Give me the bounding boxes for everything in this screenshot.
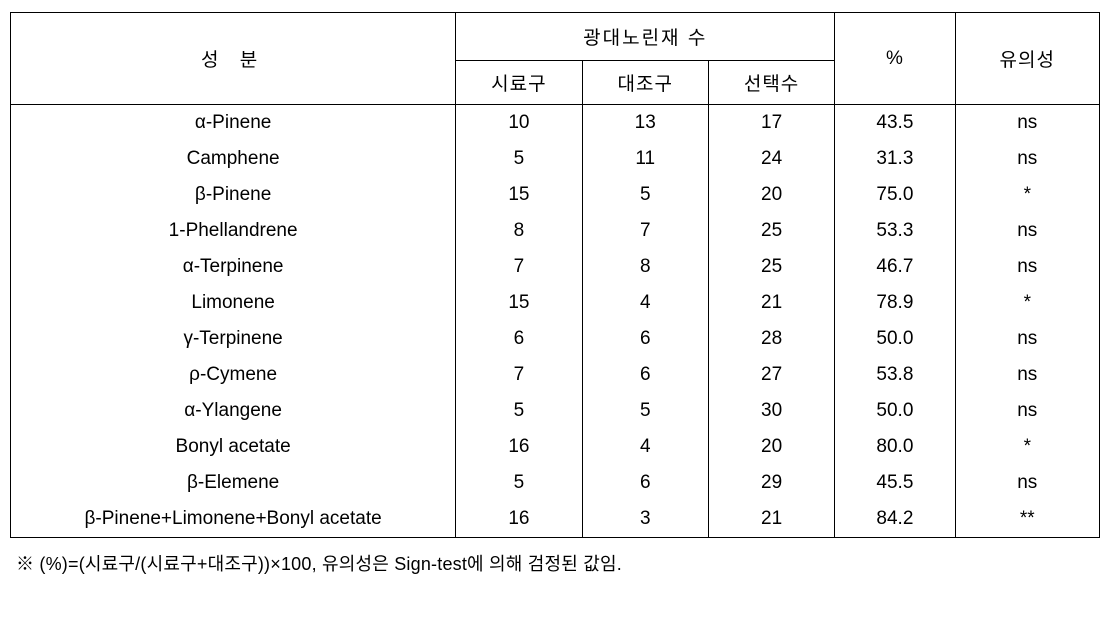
header-choice: 선택수 [708,61,834,105]
cell-choice: 20 [708,177,834,213]
cell-choice: 21 [708,501,834,538]
cell-control: 6 [582,357,708,393]
table-header: 성 분 광대노린재 수 % 유의성 시료구 대조구 선택수 [11,13,1100,105]
cell-choice: 25 [708,213,834,249]
cell-component: α-Terpinene [11,249,456,285]
cell-choice: 24 [708,141,834,177]
cell-percent: 43.5 [835,105,955,142]
cell-control: 8 [582,249,708,285]
cell-component: Bonyl acetate [11,429,456,465]
cell-sig: ns [955,321,1099,357]
cell-percent: 80.0 [835,429,955,465]
cell-sample: 5 [456,465,582,501]
cell-sample: 16 [456,501,582,538]
cell-sig: ns [955,393,1099,429]
cell-sig: ns [955,249,1099,285]
cell-sig: ns [955,213,1099,249]
table-footnote: ※ (%)=(시료구/(시료구+대조구))×100, 유의성은 Sign-tes… [10,538,1100,576]
cell-sig: ns [955,465,1099,501]
table-row: γ-Terpinene 6 6 28 50.0 ns [11,321,1100,357]
cell-control: 4 [582,285,708,321]
cell-percent: 45.5 [835,465,955,501]
cell-control: 11 [582,141,708,177]
cell-sample: 8 [456,213,582,249]
cell-sample: 7 [456,249,582,285]
table-row: β-Pinene+Limonene+Bonyl acetate 16 3 21 … [11,501,1100,538]
cell-component: β-Pinene+Limonene+Bonyl acetate [11,501,456,538]
cell-sig: ns [955,357,1099,393]
table-body: α-Pinene 10 13 17 43.5 ns Camphene 5 11 … [11,105,1100,538]
cell-sig: ns [955,141,1099,177]
table-row: β-Elemene 5 6 29 45.5 ns [11,465,1100,501]
cell-sig: ** [955,501,1099,538]
cell-component: ρ-Cymene [11,357,456,393]
header-control: 대조구 [582,61,708,105]
cell-choice: 30 [708,393,834,429]
cell-sample: 15 [456,285,582,321]
cell-control: 4 [582,429,708,465]
results-table: 성 분 광대노린재 수 % 유의성 시료구 대조구 선택수 α-Pinene 1… [10,12,1100,538]
cell-choice: 29 [708,465,834,501]
cell-sample: 5 [456,141,582,177]
cell-control: 3 [582,501,708,538]
cell-component: α-Pinene [11,105,456,142]
cell-sig: * [955,177,1099,213]
table-row: ρ-Cymene 7 6 27 53.8 ns [11,357,1100,393]
header-percent: % [835,13,955,105]
cell-component: α-Ylangene [11,393,456,429]
cell-control: 7 [582,213,708,249]
cell-percent: 78.9 [835,285,955,321]
cell-choice: 20 [708,429,834,465]
cell-component: Camphene [11,141,456,177]
table-row: α-Pinene 10 13 17 43.5 ns [11,105,1100,142]
cell-sig: ns [955,105,1099,142]
table-row: Bonyl acetate 16 4 20 80.0 * [11,429,1100,465]
header-component: 성 분 [11,13,456,105]
header-significance: 유의성 [955,13,1099,105]
table-row: β-Pinene 15 5 20 75.0 * [11,177,1100,213]
cell-sig: * [955,285,1099,321]
header-count-group: 광대노린재 수 [456,13,835,61]
cell-component: γ-Terpinene [11,321,456,357]
cell-percent: 50.0 [835,321,955,357]
cell-choice: 28 [708,321,834,357]
header-sample: 시료구 [456,61,582,105]
cell-control: 5 [582,177,708,213]
cell-choice: 27 [708,357,834,393]
cell-sample: 16 [456,429,582,465]
cell-control: 5 [582,393,708,429]
table-row: α-Ylangene 5 5 30 50.0 ns [11,393,1100,429]
table-row: Limonene 15 4 21 78.9 * [11,285,1100,321]
cell-sample: 15 [456,177,582,213]
table-row: Camphene 5 11 24 31.3 ns [11,141,1100,177]
cell-percent: 46.7 [835,249,955,285]
cell-percent: 31.3 [835,141,955,177]
cell-sig: * [955,429,1099,465]
table-row: 1-Phellandrene 8 7 25 53.3 ns [11,213,1100,249]
cell-percent: 75.0 [835,177,955,213]
cell-percent: 53.3 [835,213,955,249]
cell-sample: 5 [456,393,582,429]
cell-control: 6 [582,465,708,501]
cell-choice: 17 [708,105,834,142]
cell-choice: 21 [708,285,834,321]
cell-component: 1-Phellandrene [11,213,456,249]
cell-component: Limonene [11,285,456,321]
cell-component: β-Elemene [11,465,456,501]
cell-percent: 50.0 [835,393,955,429]
cell-choice: 25 [708,249,834,285]
cell-control: 13 [582,105,708,142]
results-table-container: 성 분 광대노린재 수 % 유의성 시료구 대조구 선택수 α-Pinene 1… [10,12,1100,576]
cell-control: 6 [582,321,708,357]
cell-sample: 6 [456,321,582,357]
cell-component: β-Pinene [11,177,456,213]
cell-percent: 53.8 [835,357,955,393]
cell-sample: 7 [456,357,582,393]
table-row: α-Terpinene 7 8 25 46.7 ns [11,249,1100,285]
header-row-1: 성 분 광대노린재 수 % 유의성 [11,13,1100,61]
cell-sample: 10 [456,105,582,142]
cell-percent: 84.2 [835,501,955,538]
